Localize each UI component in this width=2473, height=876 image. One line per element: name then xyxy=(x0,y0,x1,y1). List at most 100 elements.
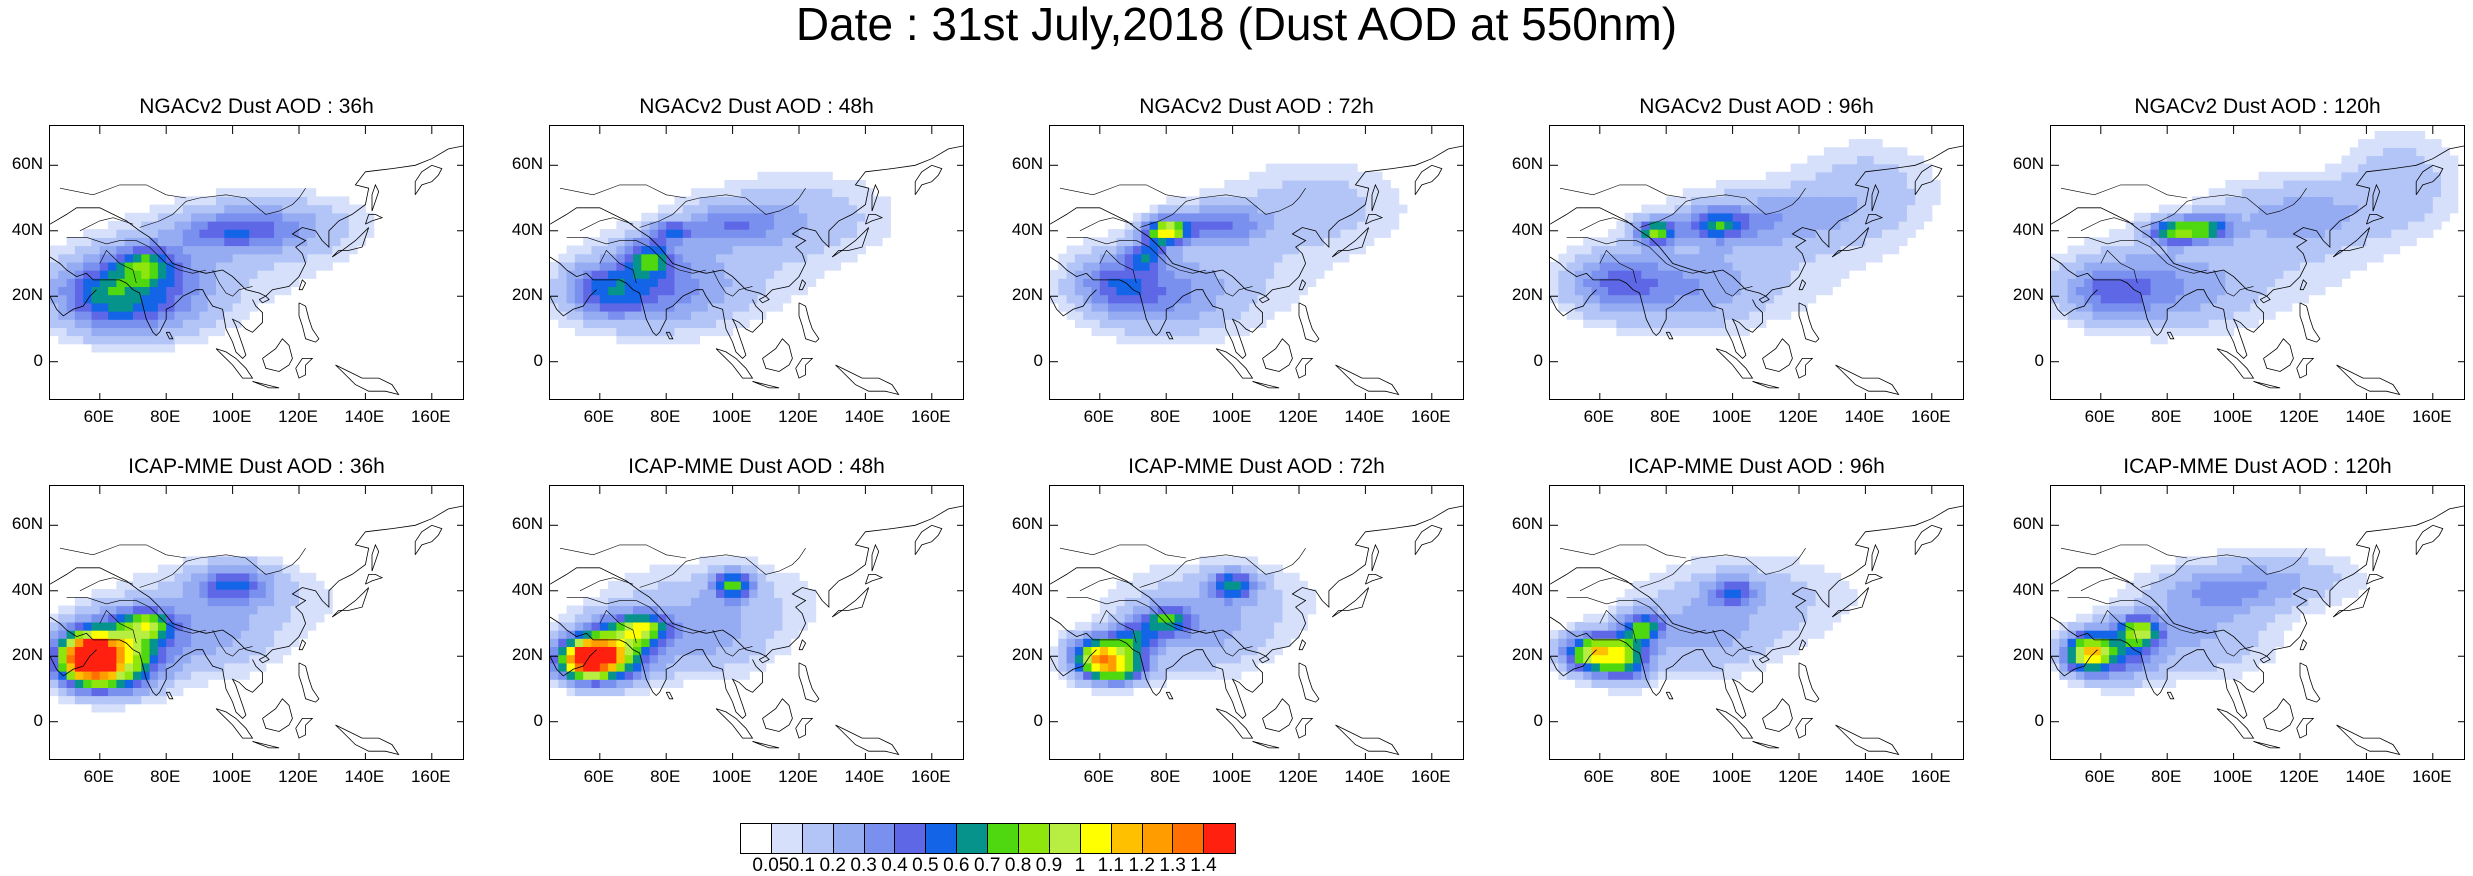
aod-cell xyxy=(1191,671,1200,680)
aod-cell xyxy=(83,679,92,688)
aod-cell xyxy=(1191,638,1200,647)
aod-cell xyxy=(1083,254,1092,263)
aod-cell xyxy=(691,622,700,631)
aod-cell xyxy=(766,638,775,647)
aod-cell xyxy=(1791,262,1800,271)
aod-cell xyxy=(1799,606,1808,615)
aod-cell xyxy=(199,205,208,214)
aod-cell xyxy=(616,303,625,312)
aod-cell xyxy=(2117,303,2126,312)
aod-cell xyxy=(1716,295,1725,304)
aod-cell xyxy=(191,205,200,214)
aod-cell xyxy=(1191,581,1200,590)
aod-cell xyxy=(2200,254,2209,263)
aod-cell xyxy=(233,646,242,655)
aod-cell xyxy=(1857,213,1866,222)
aod-cell xyxy=(1183,327,1192,336)
aod-cell xyxy=(183,565,192,574)
aod-cell xyxy=(1399,205,1408,214)
aod-cell xyxy=(1116,311,1125,320)
aod-cell xyxy=(150,573,159,582)
aod-cell xyxy=(1567,311,1576,320)
aod-cell xyxy=(708,229,717,238)
aod-cell xyxy=(724,303,733,312)
aod-cell xyxy=(774,606,783,615)
aod-cell xyxy=(249,597,258,606)
aod-cell xyxy=(1266,188,1275,197)
aod-cell xyxy=(2242,246,2251,255)
aod-cell xyxy=(1782,180,1791,189)
aod-cell xyxy=(2109,687,2118,696)
aod-cell xyxy=(716,614,725,623)
aod-cell xyxy=(724,196,733,205)
aod-cell xyxy=(1567,278,1576,287)
aod-cell xyxy=(782,597,791,606)
aod-cell xyxy=(2391,221,2400,230)
aod-cell xyxy=(1741,573,1750,582)
aod-cell xyxy=(625,229,634,238)
aod-cell xyxy=(2159,278,2168,287)
aod-cell xyxy=(1274,614,1283,623)
aod-cell xyxy=(1774,638,1783,647)
aod-cell xyxy=(708,646,717,655)
aod-cell xyxy=(1807,622,1816,631)
aod-cell xyxy=(1882,147,1891,156)
aod-cell xyxy=(1608,630,1617,639)
aod-cell xyxy=(691,671,700,680)
aod-cell xyxy=(2358,205,2367,214)
aod-cell xyxy=(2325,229,2334,238)
aod-cell xyxy=(832,254,841,263)
aod-cell xyxy=(1741,180,1750,189)
aod-cell xyxy=(349,213,358,222)
aod-cell xyxy=(1782,254,1791,263)
aod-cell xyxy=(150,679,159,688)
aod-cell xyxy=(2093,319,2102,328)
aod-cell xyxy=(1733,671,1742,680)
aod-cell xyxy=(316,229,325,238)
aod-cell xyxy=(1633,303,1642,312)
aod-cell xyxy=(175,286,184,295)
aod-cell xyxy=(600,630,609,639)
aod-cell xyxy=(608,589,617,598)
aod-cell xyxy=(175,336,184,345)
aod-cell xyxy=(233,303,242,312)
aod-cell xyxy=(2317,188,2326,197)
aod-cell xyxy=(2292,237,2301,246)
aod-cell xyxy=(1766,630,1775,639)
aod-cell xyxy=(150,229,159,238)
aod-cell xyxy=(166,581,175,590)
aod-cell xyxy=(1865,254,1874,263)
aod-cell xyxy=(1782,589,1791,598)
aod-cell xyxy=(1274,597,1283,606)
aod-cell xyxy=(1241,205,1250,214)
aod-cell xyxy=(2400,213,2409,222)
aod-cell xyxy=(1233,295,1242,304)
aod-cell xyxy=(1641,254,1650,263)
aod-cell xyxy=(2068,278,2077,287)
aod-cell xyxy=(2101,311,2110,320)
aod-cell xyxy=(2292,180,2301,189)
aod-cell xyxy=(1625,671,1634,680)
aod-cell xyxy=(2267,237,2276,246)
aod-cell xyxy=(224,246,233,255)
aod-cell xyxy=(708,311,717,320)
aod-cell xyxy=(108,704,117,713)
aod-cell xyxy=(749,581,758,590)
aod-cell xyxy=(1907,188,1916,197)
aod-cell xyxy=(1641,270,1650,279)
aod-cell xyxy=(1675,589,1684,598)
aod-cell xyxy=(592,303,601,312)
aod-cell xyxy=(1782,597,1791,606)
aod-cell xyxy=(1799,622,1808,631)
aod-cell xyxy=(316,262,325,271)
aod-cell xyxy=(592,671,601,680)
aod-cell xyxy=(2400,131,2409,140)
aod-cell xyxy=(1592,295,1601,304)
aod-cell xyxy=(1382,221,1391,230)
aod-cell xyxy=(1224,180,1233,189)
aod-cell xyxy=(849,196,858,205)
aod-cell xyxy=(1932,180,1941,189)
aod-cell xyxy=(1666,646,1675,655)
aod-cell xyxy=(1683,254,1692,263)
aod-cell xyxy=(1116,295,1125,304)
